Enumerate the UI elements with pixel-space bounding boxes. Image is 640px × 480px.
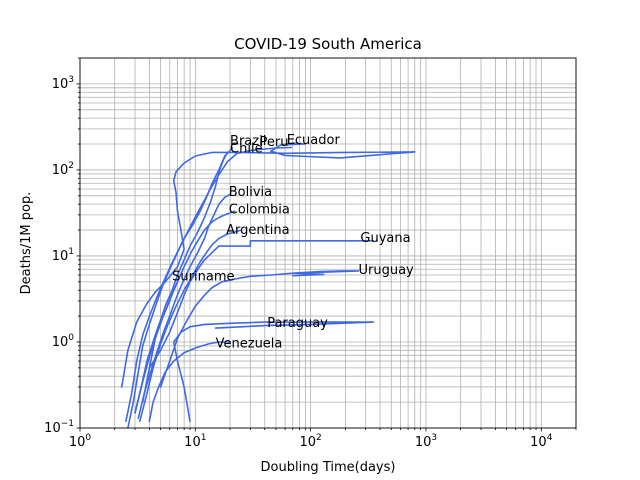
y-tick-label: 10−1	[44, 419, 74, 436]
series-line-suriname	[141, 280, 179, 403]
country-label-suriname: Suriname	[172, 269, 234, 284]
country-label-bolivia: Bolivia	[229, 185, 272, 200]
x-axis-label: Doubling Time(days)	[261, 460, 396, 475]
x-tick-label: 101	[184, 433, 206, 450]
country-label-peru: Peru	[259, 135, 288, 150]
series-line-chile	[134, 151, 229, 414]
x-tick-label: 103	[415, 433, 437, 450]
country-label-ecuador: Ecuador	[287, 133, 341, 148]
country-label-uruguay: Uruguay	[358, 263, 414, 278]
series-group	[120, 142, 416, 429]
x-tick-label: 104	[530, 433, 553, 450]
series-line-venezuela	[148, 341, 231, 423]
series-line-guyana	[148, 240, 375, 369]
y-tick-label: 102	[52, 161, 74, 178]
x-tick-label: 102	[300, 433, 322, 450]
series-line-paraguay	[172, 321, 375, 423]
country-label-chile: Chile	[230, 141, 263, 156]
series-line-colombia	[134, 210, 236, 414]
grid	[79, 57, 577, 429]
series-line-ecuador	[120, 142, 416, 388]
country-label-guyana: Guyana	[360, 231, 410, 246]
country-label-argentina: Argentina	[226, 223, 289, 238]
country-label-venezuela: Venezuela	[216, 337, 283, 352]
x-tick-label: 100	[69, 433, 92, 450]
chart-title: COVID-19 South America	[234, 35, 422, 53]
country-label-colombia: Colombia	[229, 203, 290, 218]
series-line-argentina	[139, 229, 242, 423]
country-label-paraguay: Paraguay	[267, 316, 328, 331]
y-tick-label: 100	[52, 333, 75, 350]
series-line-uruguay	[159, 270, 360, 388]
y-tick-label: 103	[52, 75, 74, 92]
y-tick-label: 101	[52, 247, 74, 264]
series-line-peru	[125, 146, 293, 423]
plot-frame	[79, 57, 577, 429]
country-label-brazil: Brazil	[230, 134, 266, 149]
y-axis-label: Deaths/1M pop.	[19, 192, 34, 295]
